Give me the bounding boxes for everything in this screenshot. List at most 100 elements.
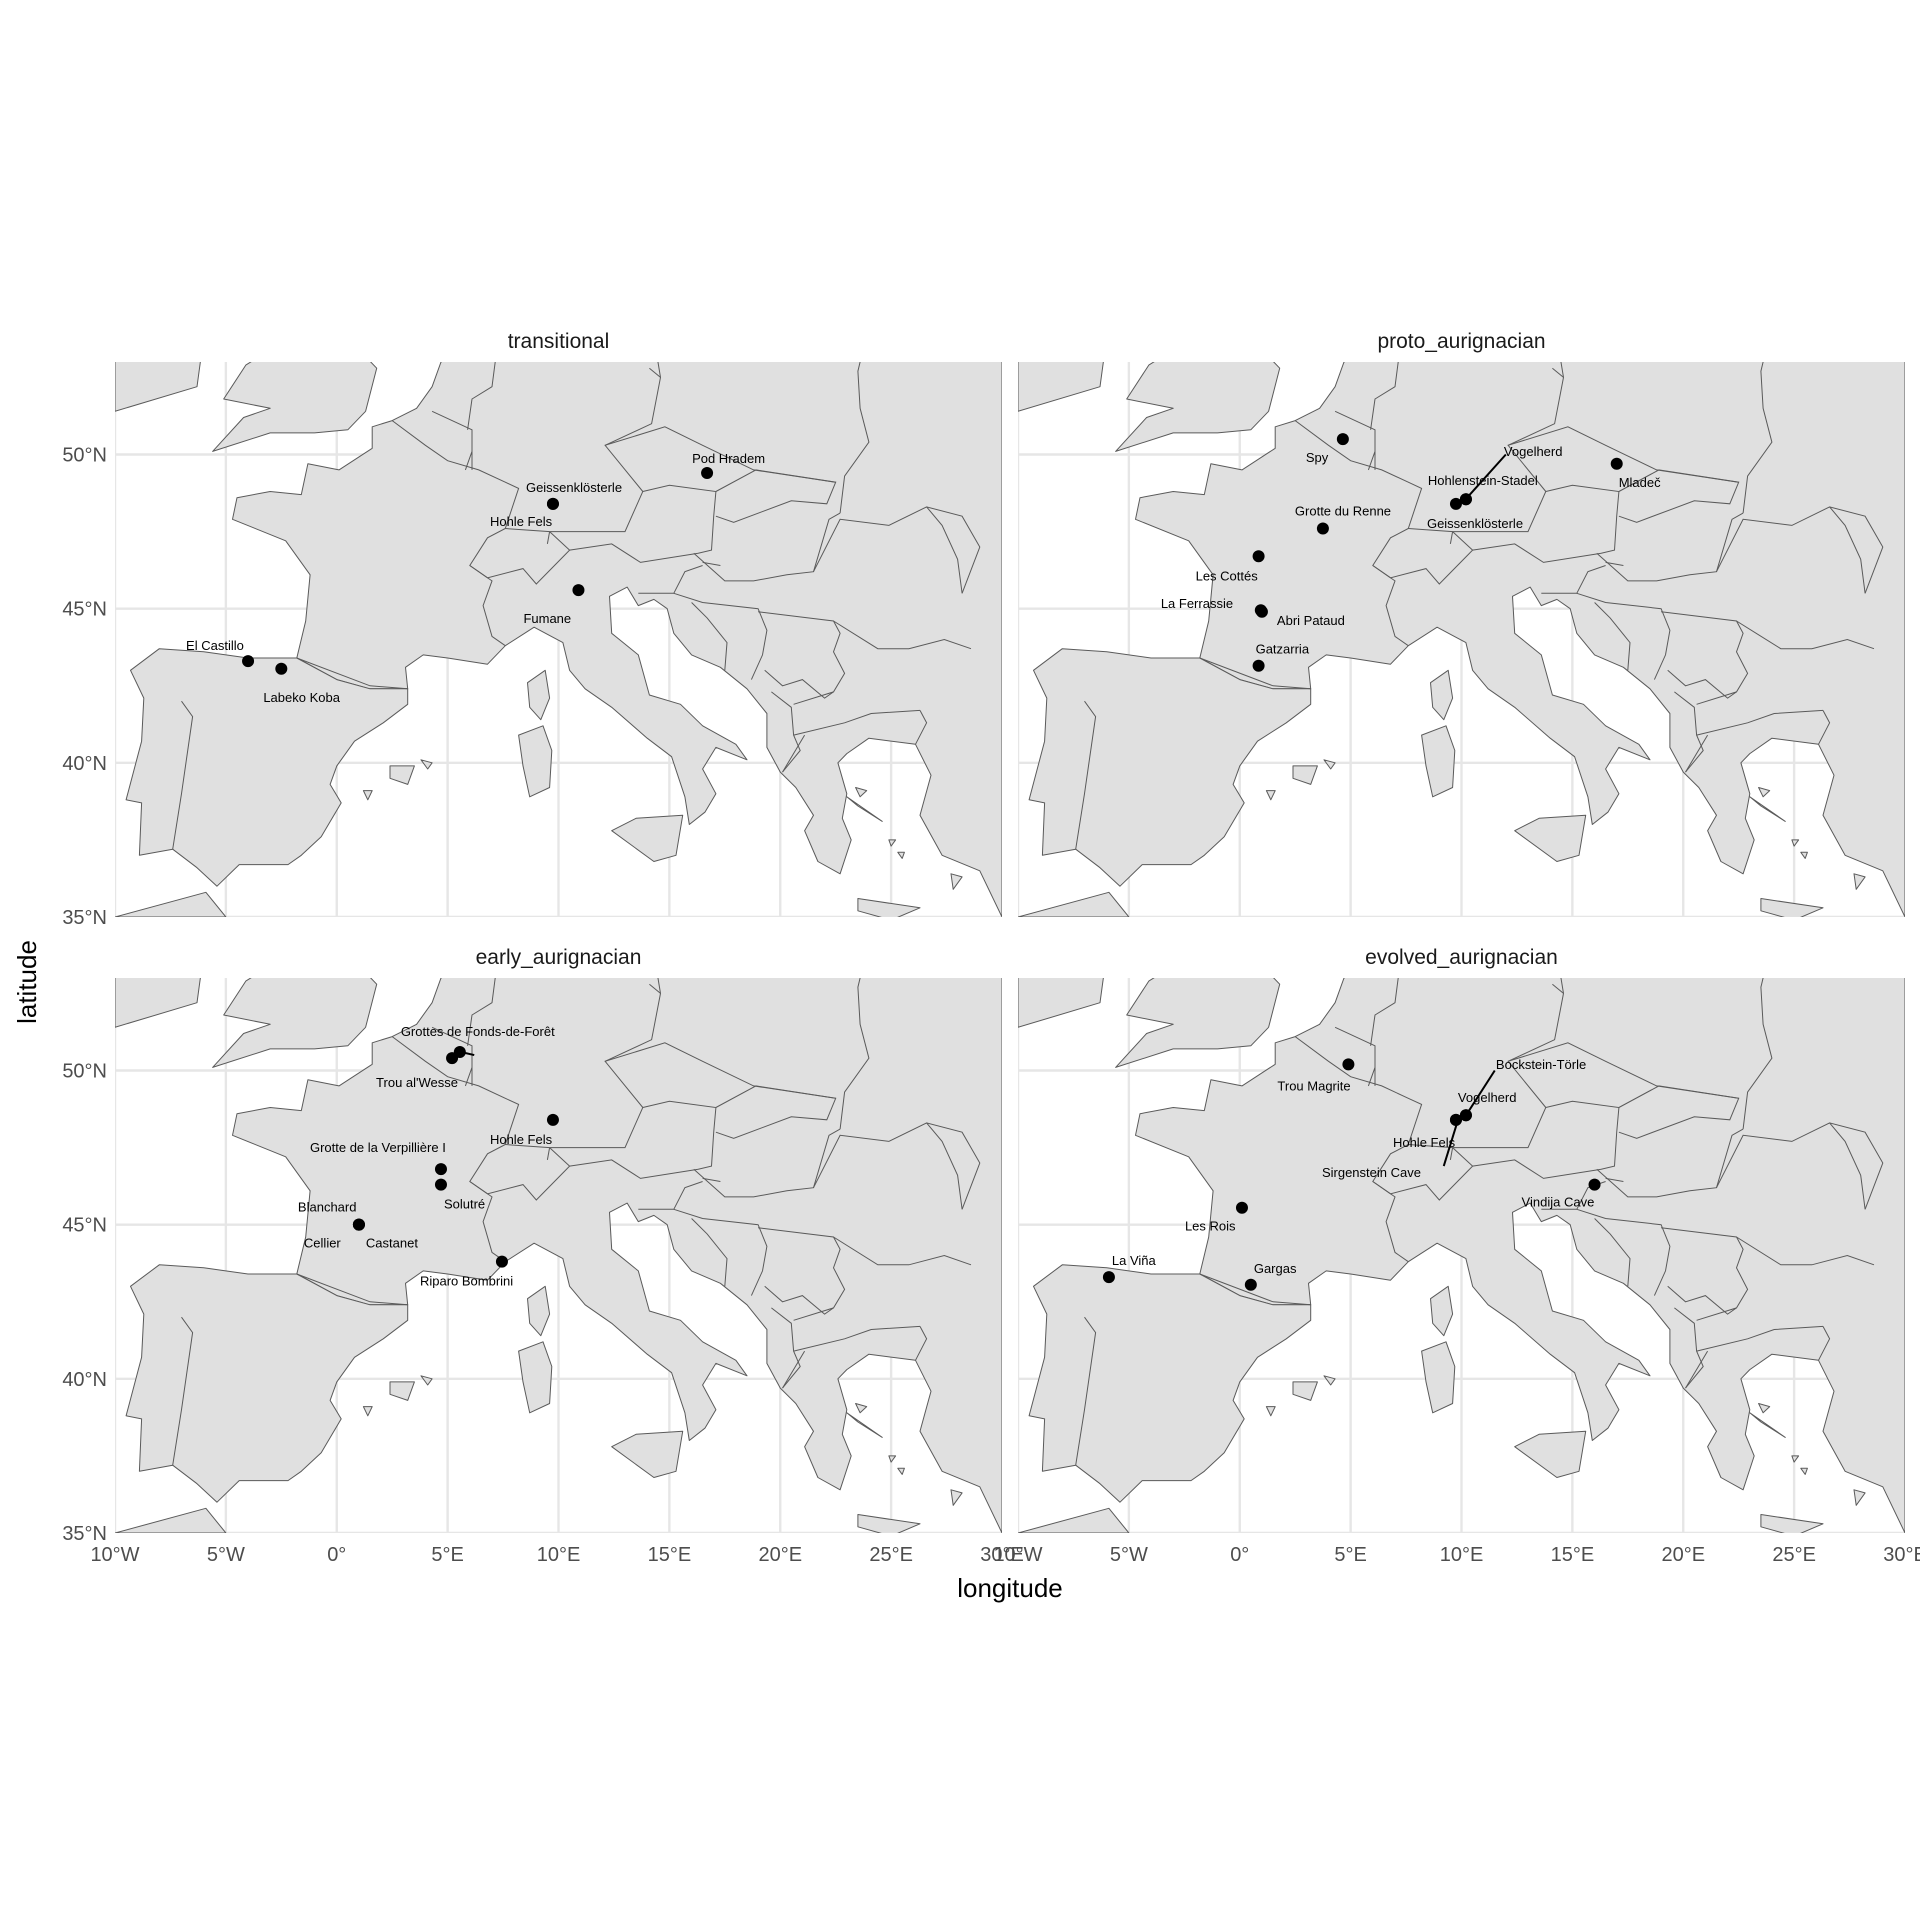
site-label: Riparo Bombrini <box>420 1274 513 1289</box>
country-border <box>764 669 834 699</box>
x-tick-label: 20°E <box>1661 1544 1705 1566</box>
country-border <box>1605 1177 1624 1182</box>
land-sicily <box>611 1430 684 1478</box>
country-border <box>1696 709 1824 736</box>
country-border <box>839 978 870 1130</box>
country-border <box>649 983 661 994</box>
country-border <box>1618 1085 1740 1139</box>
land-continental-europe <box>1135 978 1905 1533</box>
site-point <box>1235 1201 1248 1214</box>
country-border <box>1199 1273 1311 1306</box>
land-menorca <box>1323 759 1336 770</box>
land-evia <box>846 1412 883 1438</box>
site-label: Pod Hradem <box>692 451 765 466</box>
map-area <box>1018 978 1905 1533</box>
land-continental-europe <box>232 362 1002 917</box>
country-border <box>1552 983 1564 994</box>
x-tick-label: 5°E <box>431 1544 463 1566</box>
facet-title: transitional <box>508 330 610 353</box>
site-point <box>242 655 255 668</box>
land-evia <box>1749 796 1786 822</box>
country-border <box>1736 620 1875 650</box>
country-border <box>1449 1147 1454 1160</box>
country-border <box>1370 978 1399 1046</box>
facet-panel: evolved_aurignacian Bockstein-Törle Trou M… <box>993 946 1920 1566</box>
land-sporades <box>1758 787 1771 798</box>
country-border <box>1667 1285 1737 1315</box>
country-border <box>702 561 721 566</box>
land-layer <box>1018 978 1905 1533</box>
country-border <box>172 700 194 850</box>
map-area <box>1018 263 1905 917</box>
x-tick-label: 20°E <box>758 1544 802 1566</box>
country-border <box>691 1218 728 1287</box>
site-label: Geissenklösterle <box>526 480 622 495</box>
country-border <box>926 1122 963 1210</box>
country-border <box>604 978 662 1062</box>
country-border <box>1075 1316 1097 1466</box>
y-tick-label: 50°N <box>62 445 107 467</box>
country-border <box>673 592 768 680</box>
site-label: Bockstein-Törle <box>1496 1057 1586 1072</box>
map-area <box>115 257 1002 917</box>
country-border <box>805 257 927 279</box>
country-border <box>1576 1208 1671 1296</box>
land-rhodes <box>950 1489 963 1506</box>
land-continental-europe <box>1135 362 1905 917</box>
site-label: Les Rois <box>1185 1219 1236 1234</box>
country-border <box>549 1042 836 1149</box>
land-iberia <box>125 648 409 887</box>
site-point <box>1342 1058 1355 1071</box>
country-border <box>869 263 962 334</box>
x-tick-label: 5°E <box>1334 1544 1366 1566</box>
country-border <box>1618 469 1740 523</box>
site-label: Grotte du Renne <box>1295 504 1391 519</box>
land-cyclades-2 <box>1791 1455 1800 1463</box>
land-great-britain <box>1115 362 1281 452</box>
land-menorca <box>1323 1375 1336 1386</box>
x-tick-label: 5°W <box>1110 1544 1148 1566</box>
site-point <box>546 1113 559 1126</box>
country-border <box>1594 602 1631 671</box>
country-border <box>1596 512 1744 582</box>
site-point <box>1449 1113 1462 1126</box>
land-corsica <box>1430 1285 1454 1337</box>
country-border <box>1772 263 1865 334</box>
land-africa <box>115 891 227 917</box>
site-point <box>1459 493 1472 506</box>
country-border <box>1742 362 1773 514</box>
country-border <box>691 602 728 671</box>
x-tick-label: 15°E <box>648 1544 692 1566</box>
x-tick-label: 0° <box>327 1544 346 1566</box>
land-menorca <box>420 759 433 770</box>
country-border <box>1507 362 1565 446</box>
country-border <box>764 1285 834 1315</box>
site-label: La Viña <box>1112 1253 1157 1268</box>
country-border <box>793 709 921 736</box>
land-sporades <box>855 1403 868 1414</box>
country-border <box>1452 426 1739 533</box>
label-leader-line <box>1466 1069 1496 1115</box>
country-border <box>1334 410 1376 471</box>
country-border <box>431 410 473 471</box>
country-border <box>782 734 806 773</box>
land-layer <box>115 978 1002 1533</box>
x-tick-label: 10°W <box>90 1544 139 1566</box>
site-label: Blanchard <box>298 1200 357 1215</box>
country-border <box>1685 734 1709 773</box>
site-label: Castanet <box>366 1236 418 1251</box>
land-iberia <box>125 1264 409 1503</box>
land-continental-europe <box>232 978 1002 1533</box>
country-border <box>467 978 496 1046</box>
country-border <box>782 1350 806 1389</box>
site-label: Vogelherd <box>1504 444 1563 459</box>
country-border <box>569 484 717 563</box>
land-sardinia <box>518 725 553 798</box>
land-cyclades-2 <box>888 1455 897 1463</box>
country-border <box>1370 362 1399 430</box>
site-point <box>1449 497 1462 510</box>
x-tick-label: 30°E <box>980 1544 1024 1566</box>
site-point <box>1336 433 1349 446</box>
land-crete <box>857 1514 921 1533</box>
